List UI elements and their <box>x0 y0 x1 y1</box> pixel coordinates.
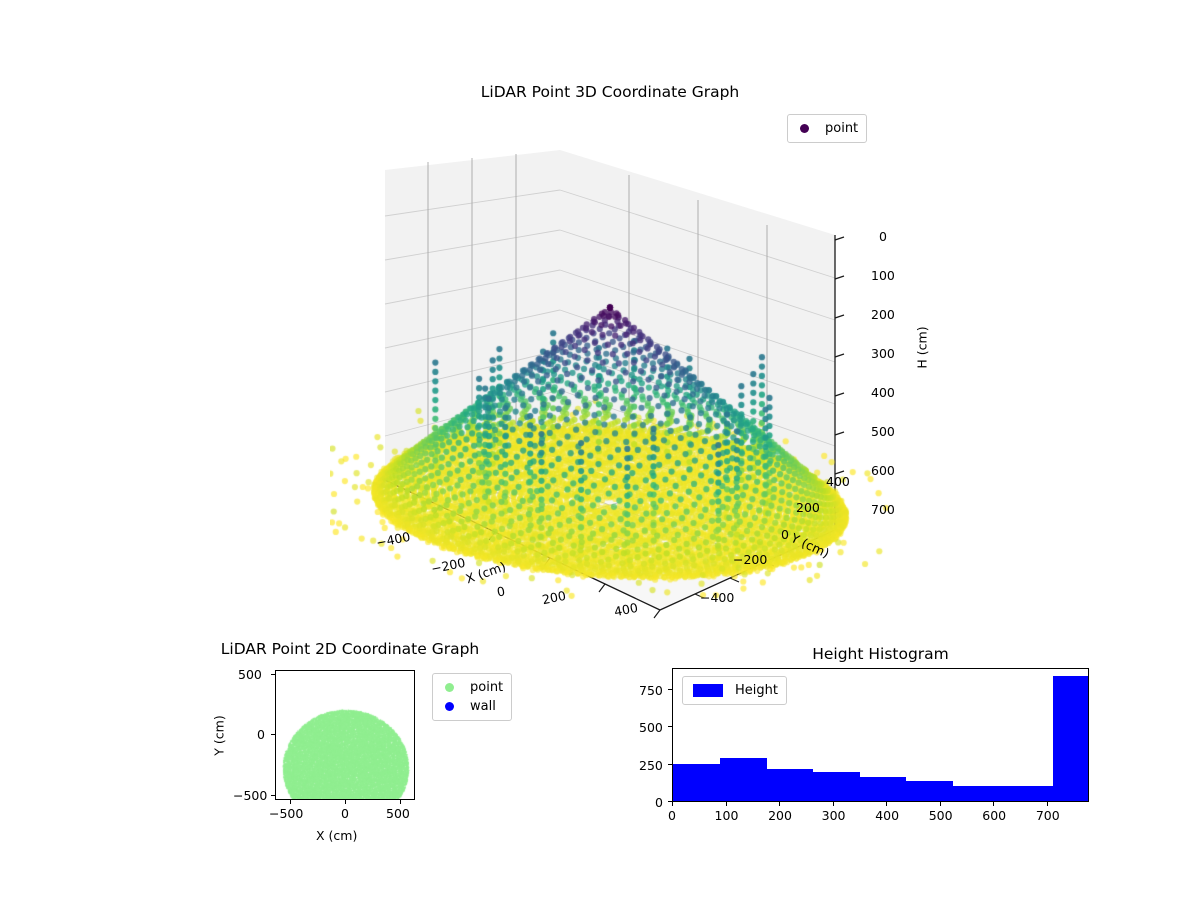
legend-hist: Height <box>682 676 787 705</box>
panel-3d-title: LiDAR Point 3D Coordinate Graph <box>480 83 740 101</box>
tick-xh-700: 700 <box>1035 808 1060 823</box>
histogram-bar <box>906 780 954 801</box>
lidar-2d-point-cloud <box>276 671 414 799</box>
histogram-bar <box>859 776 907 801</box>
tick-xh-300: 300 <box>821 808 846 823</box>
legend-item-wall: wall <box>439 697 503 716</box>
tick-xh-100: 100 <box>714 808 739 823</box>
histogram-bar <box>953 785 1000 801</box>
panel-2d-title: LiDAR Point 2D Coordinate Graph <box>220 640 480 658</box>
tick-y2d-1: 0 <box>257 727 265 742</box>
tick-mark-y2d-neg500 <box>271 795 275 796</box>
tick-z3d-3: 300 <box>871 346 895 361</box>
tick-mark-yh-750 <box>668 689 672 690</box>
tick-z3d-5: 500 <box>871 424 895 439</box>
tick-x2d-2: 500 <box>386 806 410 821</box>
tick-mark-xh <box>832 802 834 806</box>
tick-xh-500: 500 <box>928 808 953 823</box>
legend-label: point <box>825 121 859 136</box>
tick-yh-500: 500 <box>639 720 663 735</box>
histogram-bar <box>999 786 1047 801</box>
tick-z3d-0: 0 <box>879 229 887 244</box>
point-marker-icon <box>800 124 809 133</box>
tick-mark-xh <box>672 802 673 806</box>
tick-yh-0: 0 <box>655 795 663 810</box>
wall-marker-icon <box>445 702 454 711</box>
lidar-2d-scatter-axes[interactable] <box>275 670 415 800</box>
tick-xh-200: 200 <box>768 808 792 823</box>
legend-label: Height <box>735 683 778 698</box>
tick-mark-xh <box>993 802 995 806</box>
histogram-bar <box>813 771 860 801</box>
tick-z3d-7: 700 <box>871 502 895 517</box>
tick-mark-yh-250 <box>668 764 672 765</box>
tick-yh-750: 750 <box>639 683 663 698</box>
tick-y2d-0: 500 <box>238 667 262 682</box>
tick-mark-xh <box>886 802 888 806</box>
tick-mark-xh <box>725 802 727 806</box>
tick-mark-y2d-500 <box>271 674 275 675</box>
histogram-bar <box>719 758 767 801</box>
tick-y3d-0: −400 <box>700 590 735 605</box>
axis-label-x2d: X (cm) <box>316 828 358 843</box>
histogram-bar <box>1046 786 1054 801</box>
tick-mark-yh-500 <box>668 726 672 727</box>
legend-label: point <box>470 680 504 695</box>
histogram-bar <box>1053 675 1088 801</box>
tick-y2d-2: −500 <box>233 788 268 803</box>
point-marker-icon <box>445 683 454 692</box>
tick-z3d-4: 400 <box>871 385 895 400</box>
tick-xh-0: 0 <box>668 808 676 823</box>
legend-item-point: point <box>439 678 503 697</box>
histogram-bar <box>766 769 814 801</box>
tick-yh-250: 250 <box>639 758 663 773</box>
legend-2d: point wall <box>432 673 513 721</box>
lidar-3d-point-cloud <box>330 140 890 640</box>
tick-y3d-1: −200 <box>733 552 768 567</box>
tick-mark-y2d-0 <box>271 734 275 735</box>
tick-mark-xh <box>1046 802 1048 806</box>
histogram-bar <box>673 764 720 801</box>
tick-xh-600: 600 <box>982 808 1007 823</box>
legend-item-point: point <box>794 119 858 138</box>
tick-z3d-6: 600 <box>871 463 895 478</box>
tick-y3d-3: 200 <box>796 500 820 515</box>
tick-mark-xh <box>939 802 941 806</box>
panel-hist-title: Height Histogram <box>812 645 949 663</box>
tick-mark-x2d-neg500 <box>290 800 291 804</box>
tick-z3d-1: 100 <box>871 268 895 283</box>
tick-z3d-2: 200 <box>871 307 895 322</box>
axis-label-z3d: H (cm) <box>914 326 930 369</box>
legend-3d: point <box>787 114 868 143</box>
axis-label-y2d: Y (cm) <box>211 715 227 756</box>
tick-mark-x2d-0 <box>345 800 346 804</box>
tick-x2d-0: −500 <box>269 806 304 821</box>
legend-label: wall <box>470 699 496 714</box>
tick-y3d-2: 0 <box>781 527 789 542</box>
tick-xh-400: 400 <box>875 808 900 823</box>
tick-mark-xh <box>779 802 781 806</box>
tick-mark-yh-0 <box>668 801 672 802</box>
lidar-3d-scatter-axes[interactable] <box>330 140 890 640</box>
tick-mark-x2d-500 <box>400 800 401 804</box>
height-bar-swatch-icon <box>693 684 723 697</box>
legend-item-height: Height <box>689 681 778 700</box>
tick-x2d-1: 0 <box>341 806 349 821</box>
tick-y3d-4: 400 <box>826 474 850 489</box>
